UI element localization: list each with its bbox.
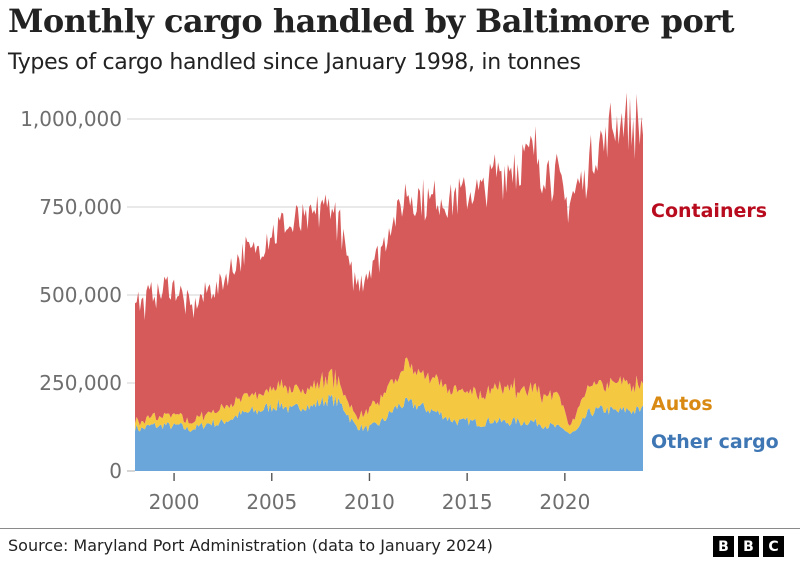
x-tick-label: 2000 <box>149 490 200 514</box>
chart-title: Monthly cargo handled by Baltimore port <box>8 2 734 40</box>
y-tick-label: 0 <box>109 459 122 483</box>
footer-divider <box>0 528 800 529</box>
series-label-other-cargo: Other cargo <box>651 431 779 453</box>
area-containers <box>135 92 643 426</box>
area-other-cargo <box>135 394 643 471</box>
y-axis: 0 250,000 500,000 750,000 1,000,000 <box>20 107 122 483</box>
stacked-area-chart: 0 250,000 500,000 750,000 1,000,000 2000 2005… <box>20 92 779 514</box>
bbc-logo: B B C <box>713 536 784 557</box>
series-label-containers: Containers <box>651 200 767 222</box>
source-note: Source: Maryland Port Administration (da… <box>8 536 493 555</box>
area-autos <box>135 357 643 435</box>
bbc-logo-letter: B <box>738 536 759 557</box>
series-label-autos: Autos <box>651 393 713 415</box>
series-labels: Other cargo Autos Containers <box>651 200 779 453</box>
x-axis: 2000 2005 2010 2015 2020 <box>149 473 590 514</box>
y-tick-label: 250,000 <box>39 371 122 395</box>
y-tick-label: 750,000 <box>39 195 122 219</box>
y-tick-label: 1,000,000 <box>20 107 122 131</box>
y-tick-label: 500,000 <box>39 283 122 307</box>
bbc-logo-letter: C <box>763 536 784 557</box>
bbc-logo-letter: B <box>713 536 734 557</box>
x-tick-label: 2015 <box>442 490 493 514</box>
x-tick-label: 2010 <box>344 490 395 514</box>
x-tick-label: 2020 <box>539 490 590 514</box>
chart-subtitle: Types of cargo handled since January 199… <box>8 50 581 75</box>
x-tick-label: 2005 <box>246 490 297 514</box>
area-series <box>135 92 643 471</box>
